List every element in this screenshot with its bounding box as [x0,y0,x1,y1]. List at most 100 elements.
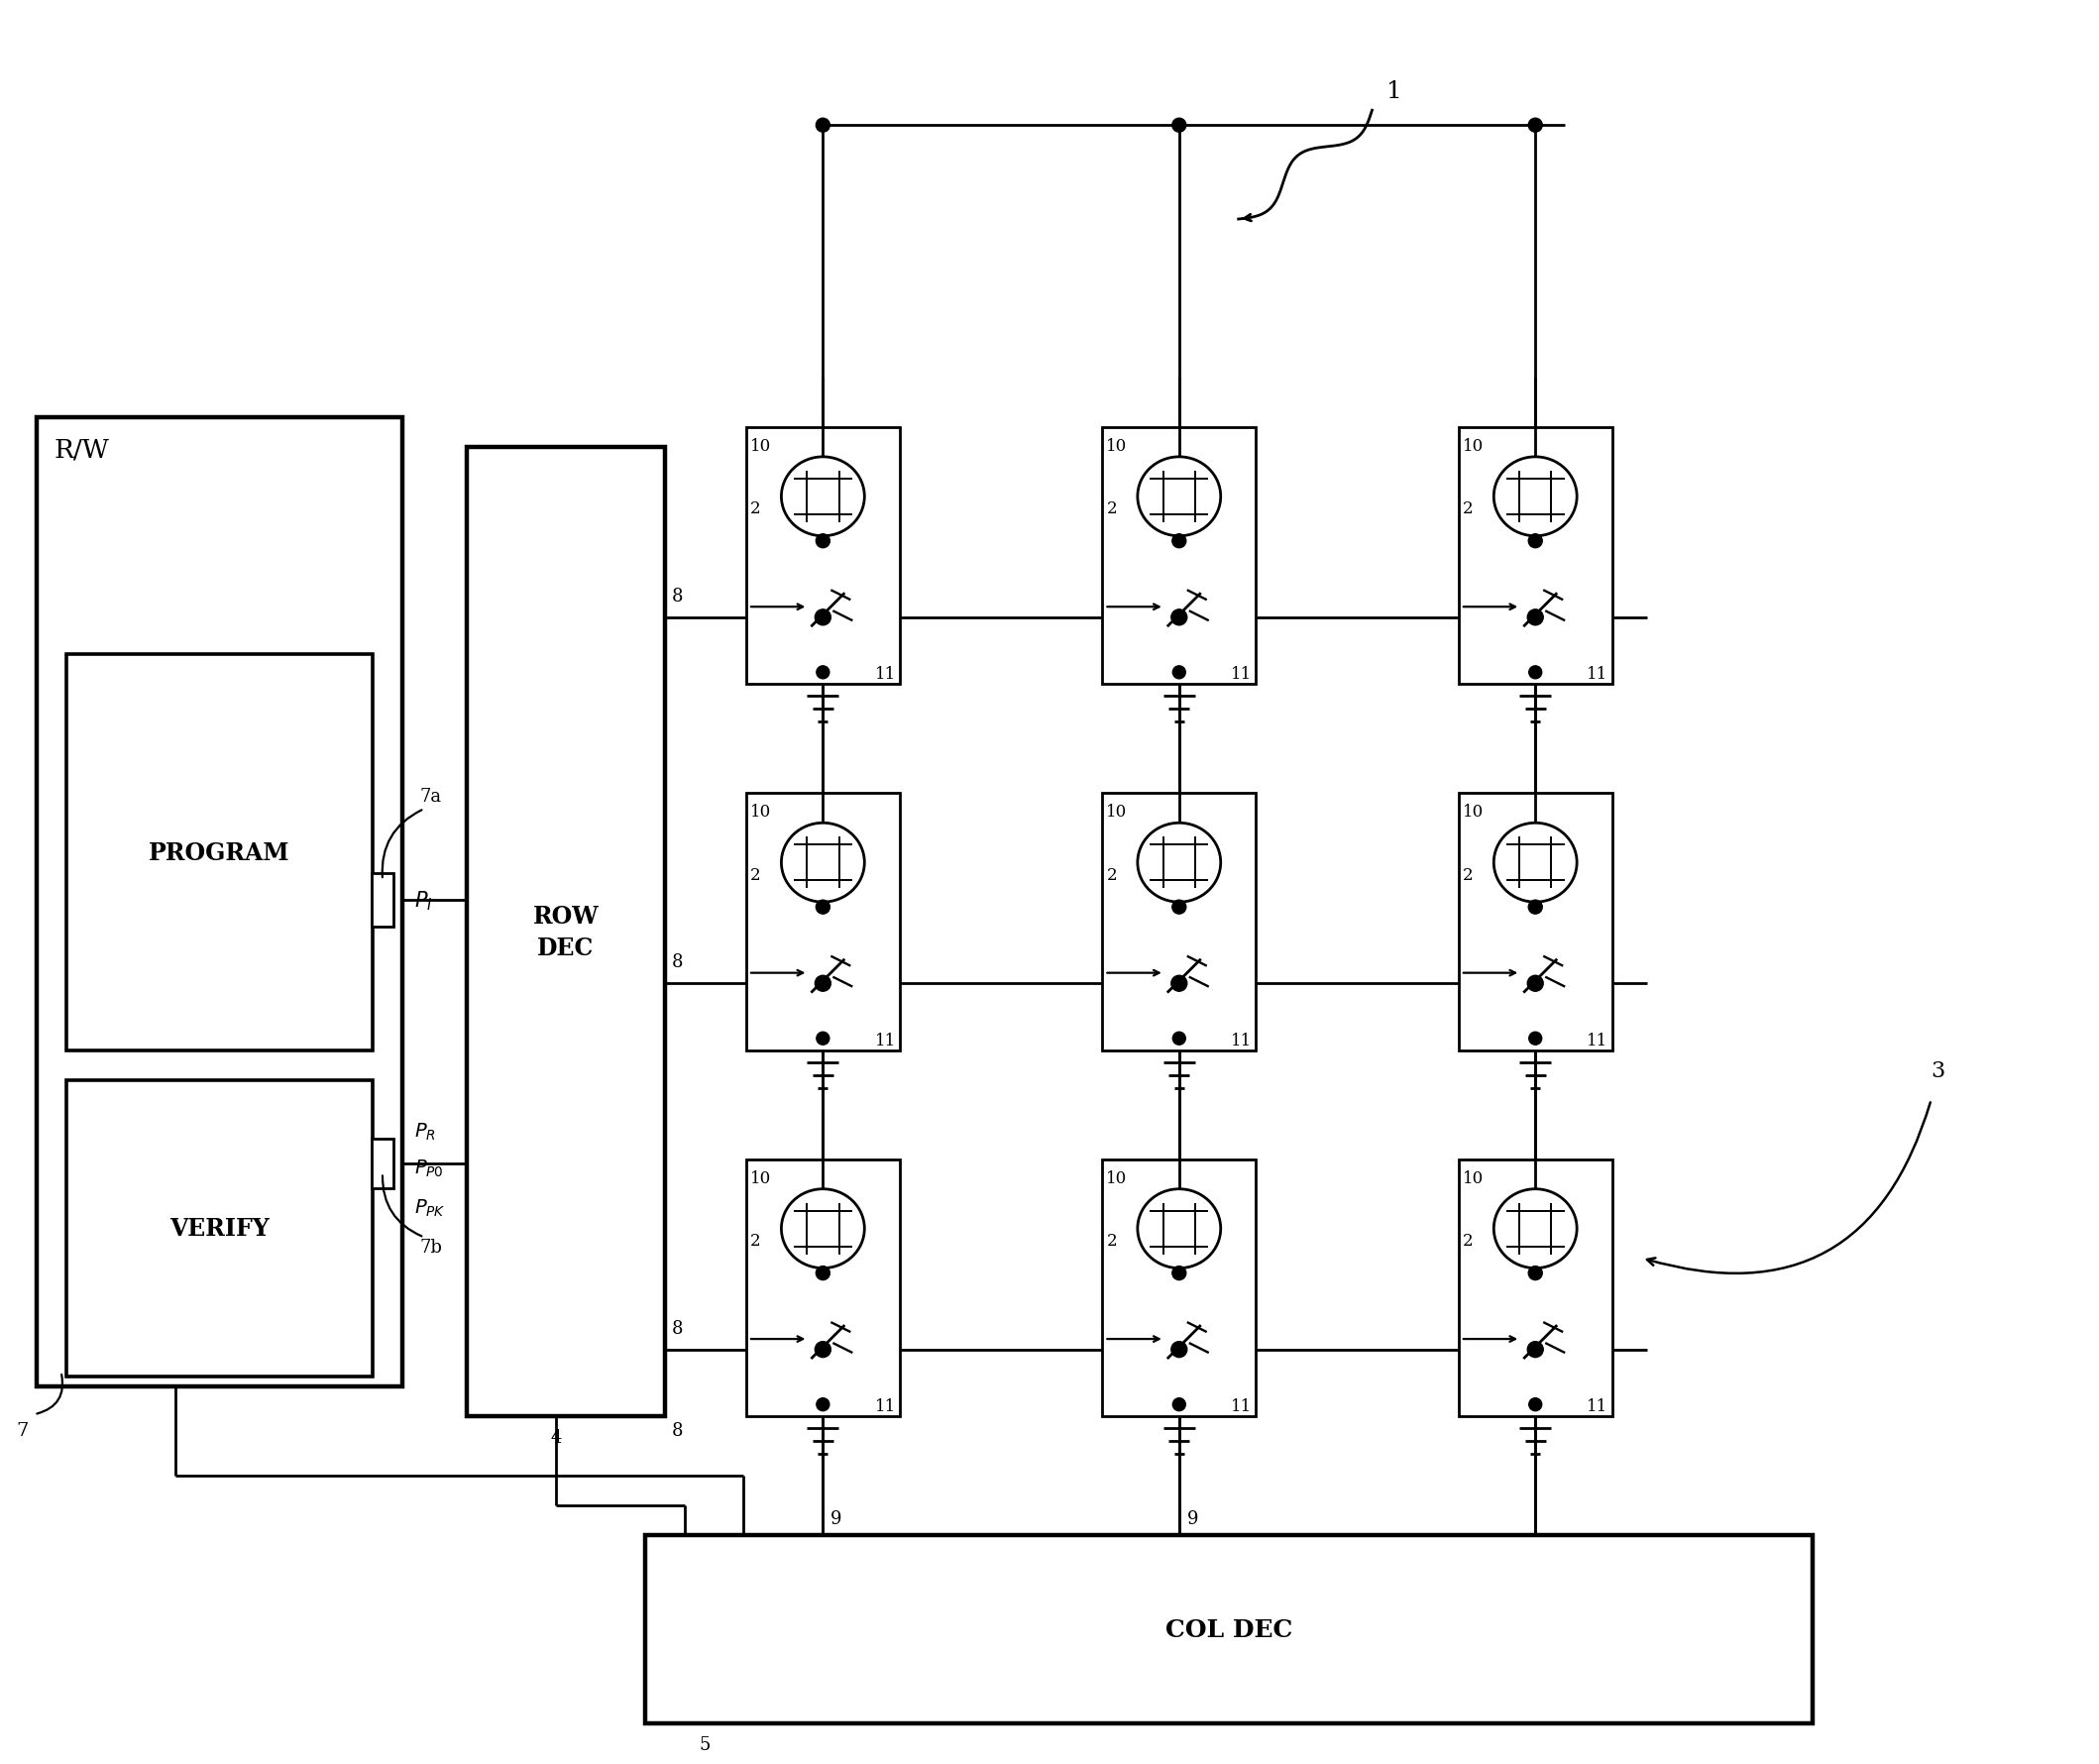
Bar [747,1159,900,1416]
Circle shape [817,667,829,679]
Text: VERIFY: VERIFY [170,1217,269,1240]
Circle shape [1171,975,1188,991]
Circle shape [1528,610,1543,626]
Bar [466,448,665,1416]
Ellipse shape [1138,457,1222,536]
Circle shape [817,1267,829,1281]
Text: 11: 11 [1587,1032,1608,1048]
Bar [1102,1159,1255,1416]
Ellipse shape [1138,824,1222,903]
Circle shape [1528,1342,1543,1358]
Text: 10: 10 [1463,804,1484,820]
Text: 10: 10 [1463,437,1484,455]
Text: 7b: 7b [420,1238,443,1256]
Circle shape [1173,667,1186,679]
Circle shape [814,610,831,626]
Text: 11: 11 [1587,1397,1608,1415]
Text: 2: 2 [1463,1233,1473,1249]
Bar [1459,794,1612,1051]
Text: 2: 2 [749,501,760,517]
Text: 8: 8 [672,587,682,605]
Bar [65,654,374,1051]
Text: 3: 3 [1931,1060,1946,1081]
Text: R/W: R/W [55,437,109,462]
Text: 2: 2 [749,1233,760,1249]
Text: 10: 10 [1106,1170,1127,1185]
Text: $P_I$: $P_I$ [414,889,432,912]
Ellipse shape [1138,1189,1222,1268]
Text: 10: 10 [1106,804,1127,820]
Circle shape [817,118,829,132]
Ellipse shape [1494,457,1576,536]
Text: 8: 8 [672,953,682,970]
Text: 10: 10 [749,804,770,820]
Text: 9: 9 [831,1510,842,1528]
Text: 2: 2 [749,866,760,884]
Text: 11: 11 [875,1032,896,1048]
Circle shape [1171,534,1186,549]
Text: 11: 11 [875,1397,896,1415]
Bar [1102,427,1255,684]
Ellipse shape [781,1189,865,1268]
Bar [372,1138,393,1189]
Circle shape [1528,667,1543,679]
Bar [65,1080,374,1378]
Circle shape [817,1032,829,1046]
Circle shape [1528,534,1543,549]
Circle shape [1171,900,1186,914]
Text: 2: 2 [1463,501,1473,517]
Circle shape [1171,1342,1188,1358]
Bar [1102,794,1255,1051]
Text: 11: 11 [1230,1397,1251,1415]
Text: 10: 10 [749,1170,770,1185]
Circle shape [1173,1399,1186,1411]
Bar [747,794,900,1051]
Circle shape [817,1399,829,1411]
Circle shape [1173,1032,1186,1046]
Ellipse shape [781,824,865,903]
Circle shape [1528,1399,1543,1411]
Text: PROGRAM: PROGRAM [149,841,290,864]
Text: 10: 10 [749,437,770,455]
Circle shape [814,975,831,991]
Text: 10: 10 [1463,1170,1484,1185]
Bar [1459,1159,1612,1416]
Ellipse shape [1494,824,1576,903]
Circle shape [1528,900,1543,914]
Circle shape [1171,610,1188,626]
Bar [372,873,393,928]
Bar [36,418,403,1387]
Circle shape [817,534,829,549]
Text: 11: 11 [1587,665,1608,683]
Circle shape [814,1342,831,1358]
Text: 8: 8 [672,1422,682,1439]
Text: 5: 5 [699,1736,709,1753]
Text: 11: 11 [875,665,896,683]
Text: 8: 8 [672,1319,682,1337]
Text: $P_{PK}$: $P_{PK}$ [414,1198,445,1219]
Text: 10: 10 [1106,437,1127,455]
Circle shape [1528,1267,1543,1281]
Bar [644,1535,1811,1723]
Circle shape [1528,1032,1543,1046]
Text: $P_{P0}$: $P_{P0}$ [414,1157,443,1178]
Text: 7a: 7a [420,787,443,806]
Circle shape [1171,1267,1186,1281]
Text: 2: 2 [1106,866,1117,884]
Text: 9: 9 [1188,1510,1199,1528]
Ellipse shape [781,457,865,536]
Text: 2: 2 [1106,501,1117,517]
Text: 2: 2 [1463,866,1473,884]
Text: 1: 1 [1387,79,1402,102]
Bar [1459,427,1612,684]
Circle shape [1528,975,1543,991]
Text: 7: 7 [17,1422,29,1439]
Text: 2: 2 [1106,1233,1117,1249]
Bar [747,427,900,684]
Circle shape [1528,118,1543,132]
Circle shape [1171,118,1186,132]
Text: 4: 4 [550,1429,560,1446]
Text: 11: 11 [1230,1032,1251,1048]
Text: ROW
DEC: ROW DEC [533,905,598,960]
Ellipse shape [1494,1189,1576,1268]
